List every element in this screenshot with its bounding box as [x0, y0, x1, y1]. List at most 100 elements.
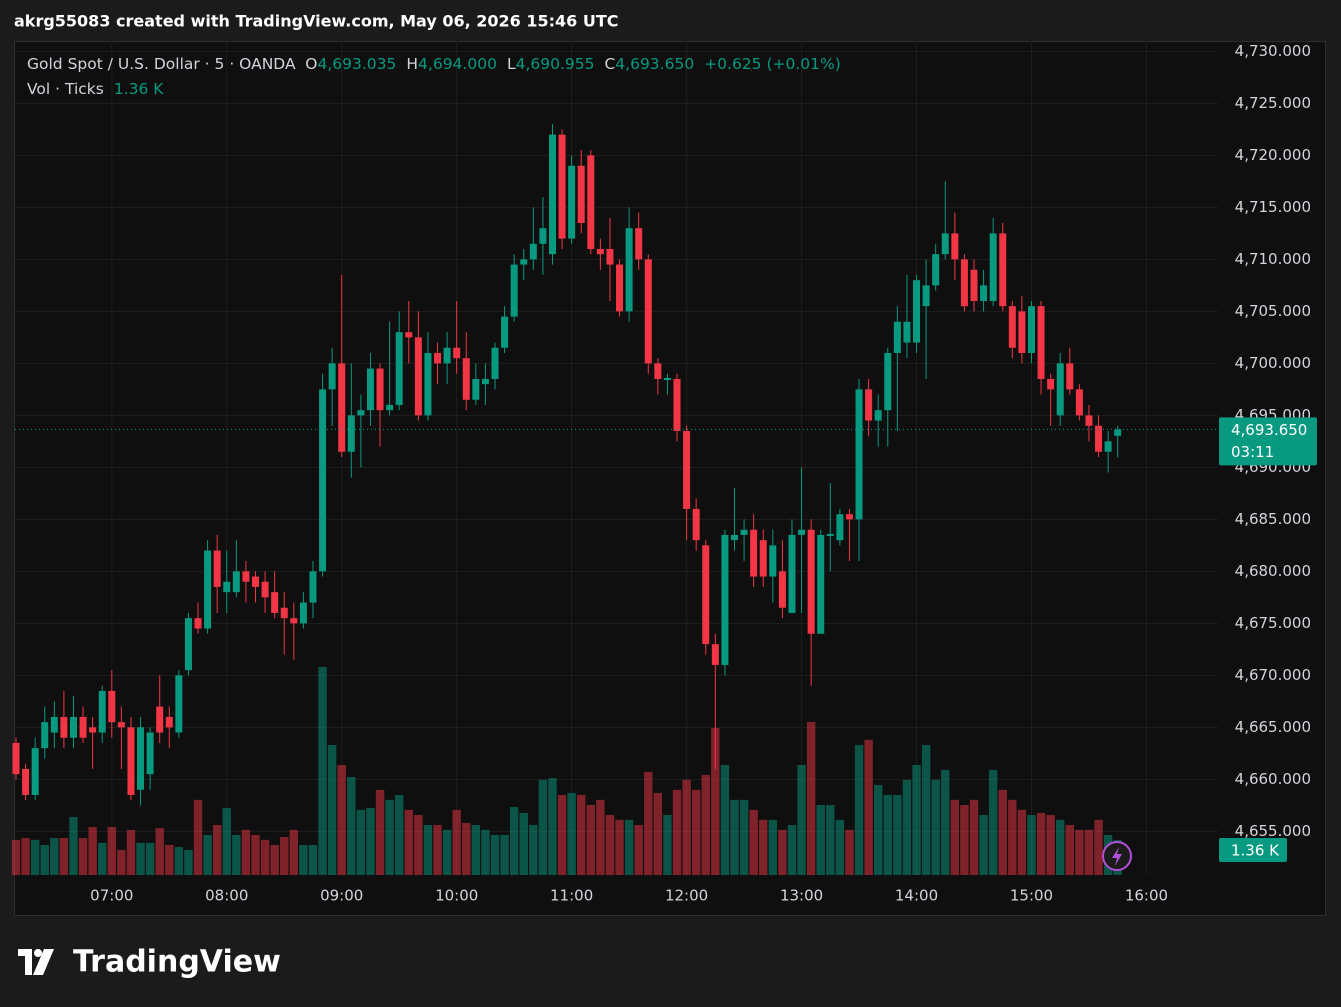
candle-body: [711, 644, 719, 665]
volume-bar: [653, 792, 663, 875]
candle-body: [434, 352, 442, 364]
volume-label-box: [1219, 838, 1287, 862]
candle-body: [980, 285, 988, 301]
candle-body: [252, 576, 259, 587]
volume-bar: [902, 779, 912, 875]
candle-body: [1085, 415, 1093, 426]
volume-bar: [21, 838, 30, 875]
candle-body: [41, 722, 49, 749]
candle-body: [50, 716, 58, 733]
volume-bar: [1065, 824, 1074, 875]
volume-bar: [270, 844, 279, 875]
volume-bar: [347, 777, 356, 875]
candle-body: [596, 248, 604, 255]
candle-body: [558, 134, 566, 239]
volume-bar: [30, 839, 40, 875]
volume-bar: [586, 804, 595, 875]
volume-bar: [557, 794, 567, 875]
candle-body: [309, 571, 317, 603]
candle-body: [893, 321, 901, 353]
candle-body: [357, 410, 365, 416]
logo: [18, 949, 54, 975]
volume-bar: [624, 819, 634, 875]
volume-layer: [11, 667, 1122, 875]
candle-body: [625, 228, 633, 312]
candle-body: [453, 347, 461, 359]
candle-body: [903, 321, 911, 343]
volume-bar: [893, 794, 902, 875]
y-tick-label: 4,680.000: [1235, 562, 1311, 580]
volume-bar: [145, 842, 155, 875]
volume-bar: [241, 829, 251, 875]
volume-bar: [567, 792, 576, 875]
x-tick-label: 10:00: [435, 887, 478, 905]
legend-key: L: [507, 55, 516, 73]
legend-value: 4,693.650: [615, 55, 694, 73]
candle-body: [798, 529, 806, 535]
volume-bar: [720, 764, 730, 875]
candle-body: [232, 571, 240, 593]
candle-body: [386, 404, 394, 411]
volume-bar: [826, 804, 835, 875]
candle-body: [587, 155, 595, 249]
candle-body: [89, 727, 97, 733]
candle-body: [999, 233, 1007, 307]
legend-key: H: [406, 55, 418, 73]
y-tick-label: 4,725.000: [1235, 94, 1311, 112]
candle-body: [280, 607, 288, 619]
volume-bar: [759, 819, 768, 875]
y-tick-label: 4,710.000: [1235, 250, 1311, 268]
candle-body: [750, 529, 758, 577]
volume-bar: [490, 834, 500, 875]
volume-bar: [663, 814, 672, 875]
volume-bar: [806, 721, 816, 875]
volume-bar: [634, 824, 643, 875]
volume-bar: [931, 779, 940, 875]
volume-bar: [529, 824, 538, 875]
volume-bar: [1008, 799, 1017, 875]
volume-bar: [835, 819, 845, 875]
volume-bar: [375, 789, 385, 875]
volume-bar: [126, 829, 136, 875]
volume-bar: [605, 814, 615, 875]
y-tick-label: 4,700.000: [1235, 354, 1311, 372]
legend-key: C: [604, 55, 615, 73]
volume-bar: [816, 804, 825, 875]
price-label: 4,693.650: [1231, 421, 1307, 439]
volume-bar: [98, 842, 107, 875]
candle-body: [663, 377, 671, 381]
logo-part: [18, 949, 32, 975]
volume-bar: [251, 834, 260, 875]
volume-bar: [998, 789, 1007, 875]
volume-bar: [701, 774, 710, 875]
candle-body: [223, 581, 231, 593]
candle-body: [1018, 311, 1026, 353]
volume-bar: [596, 799, 605, 875]
candle-body: [951, 233, 959, 260]
candle-body: [874, 410, 882, 421]
candle-body: [424, 352, 432, 416]
volume-bar: [845, 829, 854, 875]
candle-body: [807, 529, 815, 634]
volume-bar: [912, 764, 921, 875]
candle-body: [616, 264, 624, 312]
volume-bar: [184, 849, 193, 875]
x-tick-label: 11:00: [550, 887, 593, 905]
x-tick-label: 14:00: [895, 887, 938, 905]
volume-bar: [969, 799, 979, 875]
volume-bar: [308, 844, 318, 875]
candle-body: [156, 706, 164, 733]
candle-body: [635, 228, 643, 260]
candle-body: [443, 347, 451, 364]
volume-bar: [691, 789, 701, 875]
volume-bar: [509, 807, 519, 875]
volume-bar: [40, 844, 49, 875]
volume-bar: [739, 799, 749, 875]
volume-bar: [452, 809, 461, 875]
candle-body: [731, 534, 738, 541]
volume-bar: [519, 812, 528, 875]
candle-body: [60, 716, 68, 738]
volume-bar: [797, 764, 806, 875]
candle-body: [146, 732, 154, 775]
candle-body: [855, 389, 863, 520]
